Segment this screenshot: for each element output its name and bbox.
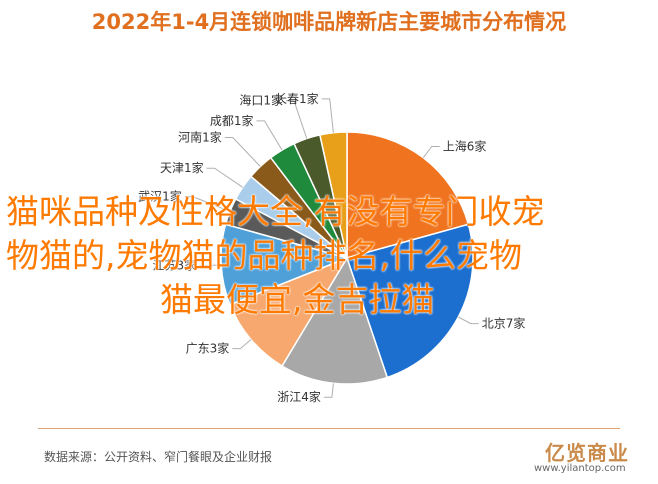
slice-label-武汉: 武汉1家 (138, 189, 182, 204)
leader-line-广东 (232, 339, 252, 350)
overlay-line-3: 猫最便宜,金吉拉猫 (160, 280, 435, 319)
leader-line-成都 (256, 120, 283, 151)
slice-label-北京: 北京7家 (482, 316, 526, 331)
chart-title: 2022年1-4月连锁咖啡品牌新店主要城市分布情况 (91, 10, 567, 34)
overlay-line-2: 物猫的,宠物猫的品种排名,什么宠物 (6, 236, 522, 275)
pie-slice-江苏 (220, 223, 350, 306)
leader-line-天津 (206, 167, 243, 188)
slice-label-上海: 上海6家 (443, 139, 487, 154)
leader-line-江苏 (199, 264, 222, 267)
slice-label-天津: 天津1家 (160, 160, 204, 175)
pie-slice-北京 (346, 223, 474, 379)
leader-line-上海 (422, 146, 440, 158)
slice-label-成都: 成都1家 (210, 113, 254, 128)
pie-slice-长春 (319, 131, 348, 259)
data-source: 数据来源：公开资料、窄门餐眼及企业财报 (44, 450, 273, 464)
leader-line-武汉 (184, 196, 231, 212)
slice-label-海口: 海口1家 (239, 93, 283, 108)
slice-label-江苏: 江苏3家 (153, 258, 197, 273)
leader-line-北京 (458, 316, 479, 325)
footer-divider (38, 428, 620, 429)
leader-line-长春 (321, 98, 334, 133)
slice-label-广东: 广东3家 (186, 341, 230, 356)
pie-slice-浙江 (281, 256, 389, 385)
pie-slice-上海 (346, 131, 470, 259)
pie-slice-广东 (228, 256, 349, 367)
leader-line-浙江 (323, 383, 334, 398)
slice-label-浙江: 浙江4家 (277, 389, 321, 404)
leader-line-河南 (224, 137, 261, 167)
overlay-headline: 猫咪品种及性格大全,有没有专门收宠 物猫的,宠物猫的品种排名,什么宠物 猫最便宜… (6, 190, 656, 322)
leader-line-海口 (286, 100, 308, 139)
overlay-line-1: 猫咪品种及性格大全,有没有专门收宠 (6, 192, 545, 231)
brand-logo: 亿览商业 (545, 441, 629, 465)
slice-label-河南: 河南1家 (178, 130, 222, 145)
slice-label-长春: 长春1家 (275, 91, 319, 106)
brand-url: www.yilantop.com (534, 463, 626, 474)
